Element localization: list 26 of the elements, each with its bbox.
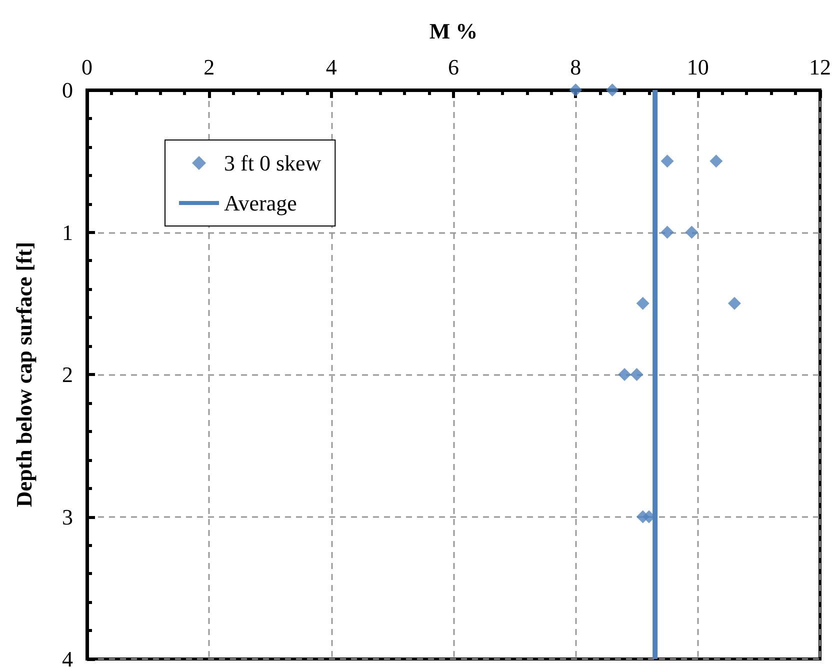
- x-tick-label: 2: [204, 54, 215, 80]
- x-tick-label: 8: [570, 54, 582, 80]
- point: [569, 84, 582, 96]
- y-tick-label: 2: [62, 362, 73, 387]
- point: [636, 296, 650, 310]
- y-tick-label: 0: [62, 78, 73, 102]
- legend-label: 3 ft 0 skew: [224, 150, 322, 176]
- point: [728, 296, 741, 310]
- point: [606, 84, 619, 96]
- point: [710, 154, 723, 168]
- point: [630, 368, 644, 381]
- legend-label: Average: [224, 190, 297, 216]
- y-tick-label: 4: [62, 646, 73, 671]
- x-tick-label: 10: [686, 54, 709, 80]
- y-axis-title: Depth below cap surface [ft]: [12, 242, 36, 508]
- x-tick-label: 4: [326, 54, 337, 80]
- x-tick-label: 12: [809, 54, 831, 80]
- y-tick-label: 1: [62, 220, 73, 245]
- point: [660, 226, 674, 239]
- x-axis-title: M %: [429, 18, 478, 44]
- y-tick-label: 3: [62, 504, 73, 530]
- point: [685, 226, 698, 239]
- x-tick-label: 0: [82, 54, 92, 80]
- point: [660, 154, 674, 168]
- x-tick-label: 6: [448, 54, 459, 80]
- point: [618, 368, 632, 381]
